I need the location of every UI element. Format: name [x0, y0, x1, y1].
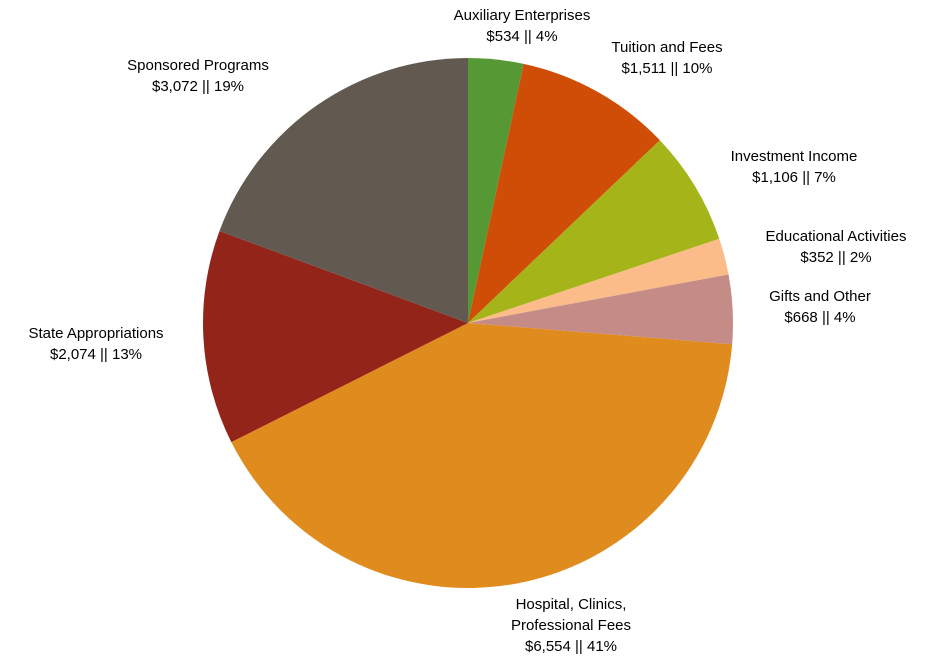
value-label: $3,072 || 19%: [151, 78, 245, 95]
value-label: $6,554 || 41%: [524, 638, 618, 655]
slice-label: Educational Activities $352 || 2%: [766, 226, 907, 268]
value-label: $534 || 4%: [486, 28, 558, 45]
value-label: $1,511 || 10%: [621, 60, 713, 77]
value-label: $2,074 || 13%: [49, 346, 143, 363]
value-label: $352 || 2%: [800, 249, 872, 266]
pie-slice: [468, 140, 720, 323]
category-label: Gifts and Other: [769, 288, 871, 305]
slice-label: Sponsored Programs $3,072 || 19%: [127, 55, 269, 97]
category-label: Sponsored Programs: [127, 57, 269, 74]
slice-label: Tuition and Fees $1,511 || 10%: [611, 37, 722, 79]
category-label: Investment Income: [730, 148, 858, 165]
category-label: Tuition and Fees: [611, 39, 723, 56]
pie-slice: [468, 63, 660, 323]
category-label: Educational Activities: [765, 228, 907, 245]
pie-slice: [203, 230, 468, 443]
category-label: State Appropriations: [28, 325, 164, 342]
category-label: Hospital, Clinics, Professional Fees: [510, 596, 632, 634]
pie-slice: [231, 323, 733, 589]
pie-slice: [219, 58, 468, 323]
pie-slice: [468, 238, 729, 323]
slice-label: Gifts and Other $668 || 4%: [769, 286, 871, 328]
pie-slice: [468, 58, 524, 323]
pie-slice: [468, 274, 733, 345]
value-label: $668 || 4%: [784, 309, 856, 326]
slice-label: State Appropriations $2,074 || 13%: [28, 323, 163, 365]
slice-label: Hospital, Clinics, Professional Fees $6,5…: [496, 594, 646, 657]
value-label: $1,106 || 7%: [752, 169, 836, 186]
category-label: Auxiliary Enterprises: [453, 7, 591, 24]
slice-label: Investment Income $1,106 || 7%: [731, 146, 858, 188]
slice-label: Auxiliary Enterprises $534 || 4%: [454, 5, 591, 47]
